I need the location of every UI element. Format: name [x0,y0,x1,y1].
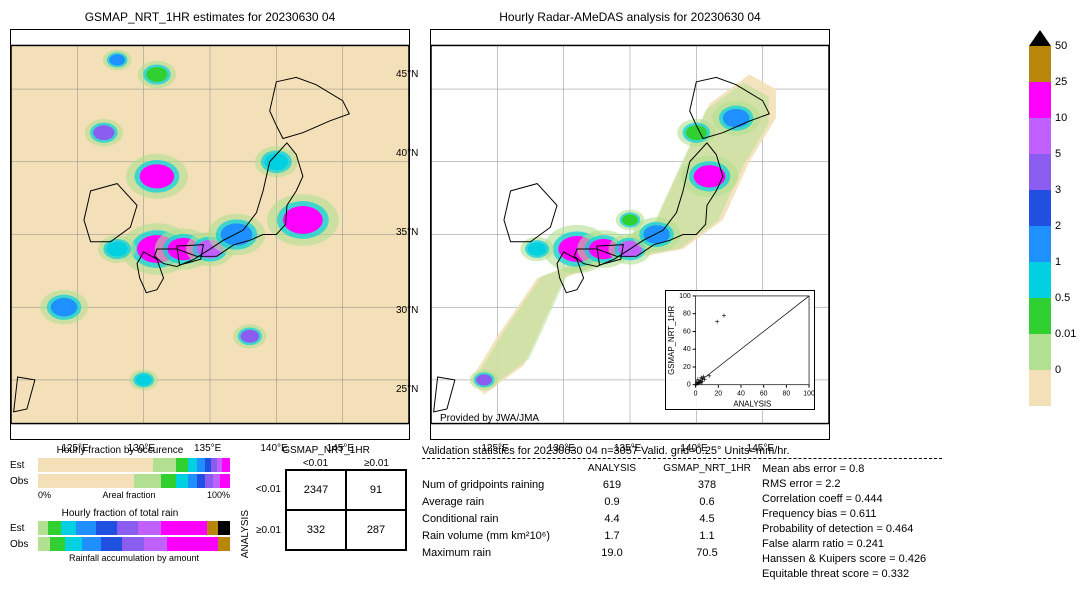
ct-cell: 2347 [286,470,346,510]
bar-row: Obs [10,474,230,488]
metric-row: False alarm ratio = 0.241 [762,538,1070,550]
colorbar-panel: 50251053210.50.010 [1010,10,1070,440]
metric-row: Correlation coeff = 0.444 [762,493,1070,505]
bar-row: Est [10,458,230,472]
svg-text:0: 0 [687,382,691,389]
bar-row: Est [10,521,230,535]
stat-row: Average rain0.90.6 [422,496,762,508]
contingency-panel: GSMAP_NRT_1HR <0.01 ≥0.01 ANALYSIS <0.01… [245,445,407,583]
svg-text:60: 60 [683,328,691,335]
svg-text:20: 20 [683,364,691,371]
right-map-panel: Hourly Radar-AMeDAS analysis for 2023063… [430,10,830,440]
bar-row: Obs [10,537,230,551]
left-map-panel: GSMAP_NRT_1HR estimates for 20230630 04 … [10,10,410,440]
metric-row: Frequency bias = 0.611 [762,508,1070,520]
stat-row: Num of gridpoints raining619378 [422,479,762,491]
svg-text:80: 80 [683,311,691,318]
metric-row: RMS error = 2.2 [762,478,1070,490]
occurrence-axis: 0% Areal fraction 100% [38,490,230,500]
svg-text:80: 80 [783,391,791,398]
stat-row: Maximum rain19.070.5 [422,547,762,559]
totalrain-footer: Rainfall accumulation by amount [38,553,230,563]
right-map-title: Hourly Radar-AMeDAS analysis for 2023063… [430,10,830,24]
ct-cell: 91 [346,470,406,510]
svg-text:100: 100 [679,293,691,300]
totalrain-bar-title: Hourly fraction of total rain [10,508,230,519]
ct-cell: 287 [346,510,406,550]
svg-text:0: 0 [694,391,698,398]
left-map-title: GSMAP_NRT_1HR estimates for 20230630 04 [10,10,410,24]
stats-metrics: Mean abs error = 0.8 RMS error = 2.2 Corre… [762,463,1070,583]
metric-row: Mean abs error = 0.8 [762,463,1070,475]
svg-text:GSMAP_NRT_1HR: GSMAP_NRT_1HR [667,306,676,375]
left-map [10,29,410,440]
scatter-inset: 0 20 40 60 80 100 0 20 40 60 80 100 ANALYSIS GSMAP_NR… [665,290,815,410]
colorbar-overflow-triangle-icon [1029,30,1051,46]
metric-row: Equitable threat score = 0.332 [762,568,1070,580]
svg-text:40: 40 [683,346,691,353]
stat-row: Rain volume (mm km²10⁶)1.71.1 [422,530,762,542]
svg-text:60: 60 [760,391,768,398]
stats-panel: Validation statistics for 20230630 04 n=… [422,445,1070,583]
stats-table: ANALYSIS GSMAP_NRT_1HR Num of gridpoints… [422,463,762,583]
stat-row: Conditional rain4.44.5 [422,513,762,525]
contingency-grid: 2347 91 332 287 [285,469,407,551]
svg-text:20: 20 [714,391,722,398]
attribution: Provided by JWA/JMA [440,413,539,424]
ct-cell: 332 [286,510,346,550]
svg-text:ANALYSIS: ANALYSIS [733,399,771,408]
colorbar: 50251053210.50.010 [1029,46,1051,406]
svg-text:100: 100 [803,391,814,398]
metric-row: Hanssen & Kuipers score = 0.426 [762,553,1070,565]
bars-panel: Hourly fraction by occurence EstObs 0% A… [10,445,230,583]
contingency-ylabel: ANALYSIS [240,510,251,558]
svg-text:40: 40 [737,391,745,398]
metric-row: Probability of detection = 0.464 [762,523,1070,535]
